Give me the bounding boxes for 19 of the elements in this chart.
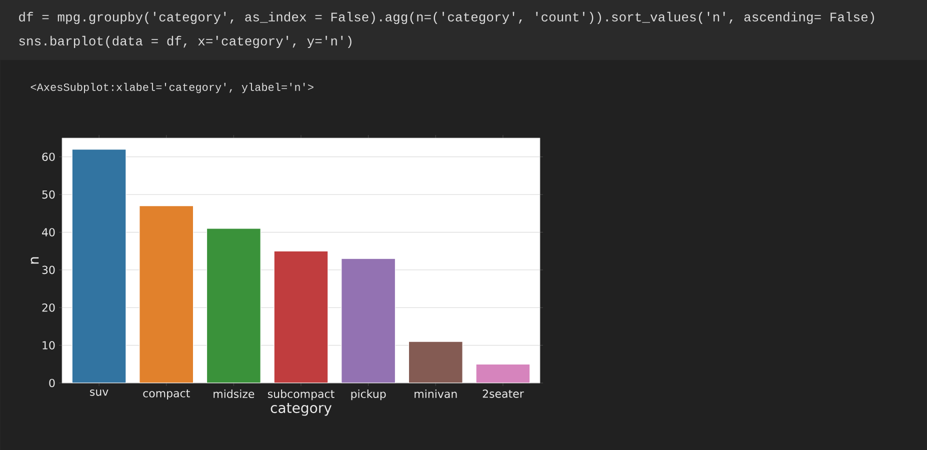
y-tick-label: 20 (42, 303, 55, 312)
y-tick-label: 50 (42, 190, 55, 199)
x-tick-label: suv (90, 390, 108, 396)
text: sns.barplot(data = df, x='category', y='n') (19, 36, 352, 48)
y-tick-label: 40 (42, 228, 55, 236)
y-tick-label: 10 (42, 341, 55, 350)
y-tick-label: 30 (42, 266, 55, 274)
x-axis-title: category (270, 403, 332, 416)
text: <AxesSubplot:xlabel='category', ylabel='n'> (30, 82, 314, 94)
x-tick-label: compact (143, 390, 190, 400)
x-tick-label: 2seater (482, 390, 524, 398)
x-tick-label: midsize (214, 390, 254, 398)
y-axis-title: n (30, 257, 39, 264)
x-tick-label: minivan (414, 390, 457, 398)
text: df = mpg.groupby('category', as_index = False).agg(n=('category', 'count')).sort_values('n', ascending= False) (19, 12, 874, 24)
x-tick-label: pickup (351, 390, 386, 400)
y-tick-label: 60 (42, 152, 55, 161)
y-tick-label: 0 (49, 378, 55, 388)
x-tick-label: subcompact (268, 390, 334, 400)
